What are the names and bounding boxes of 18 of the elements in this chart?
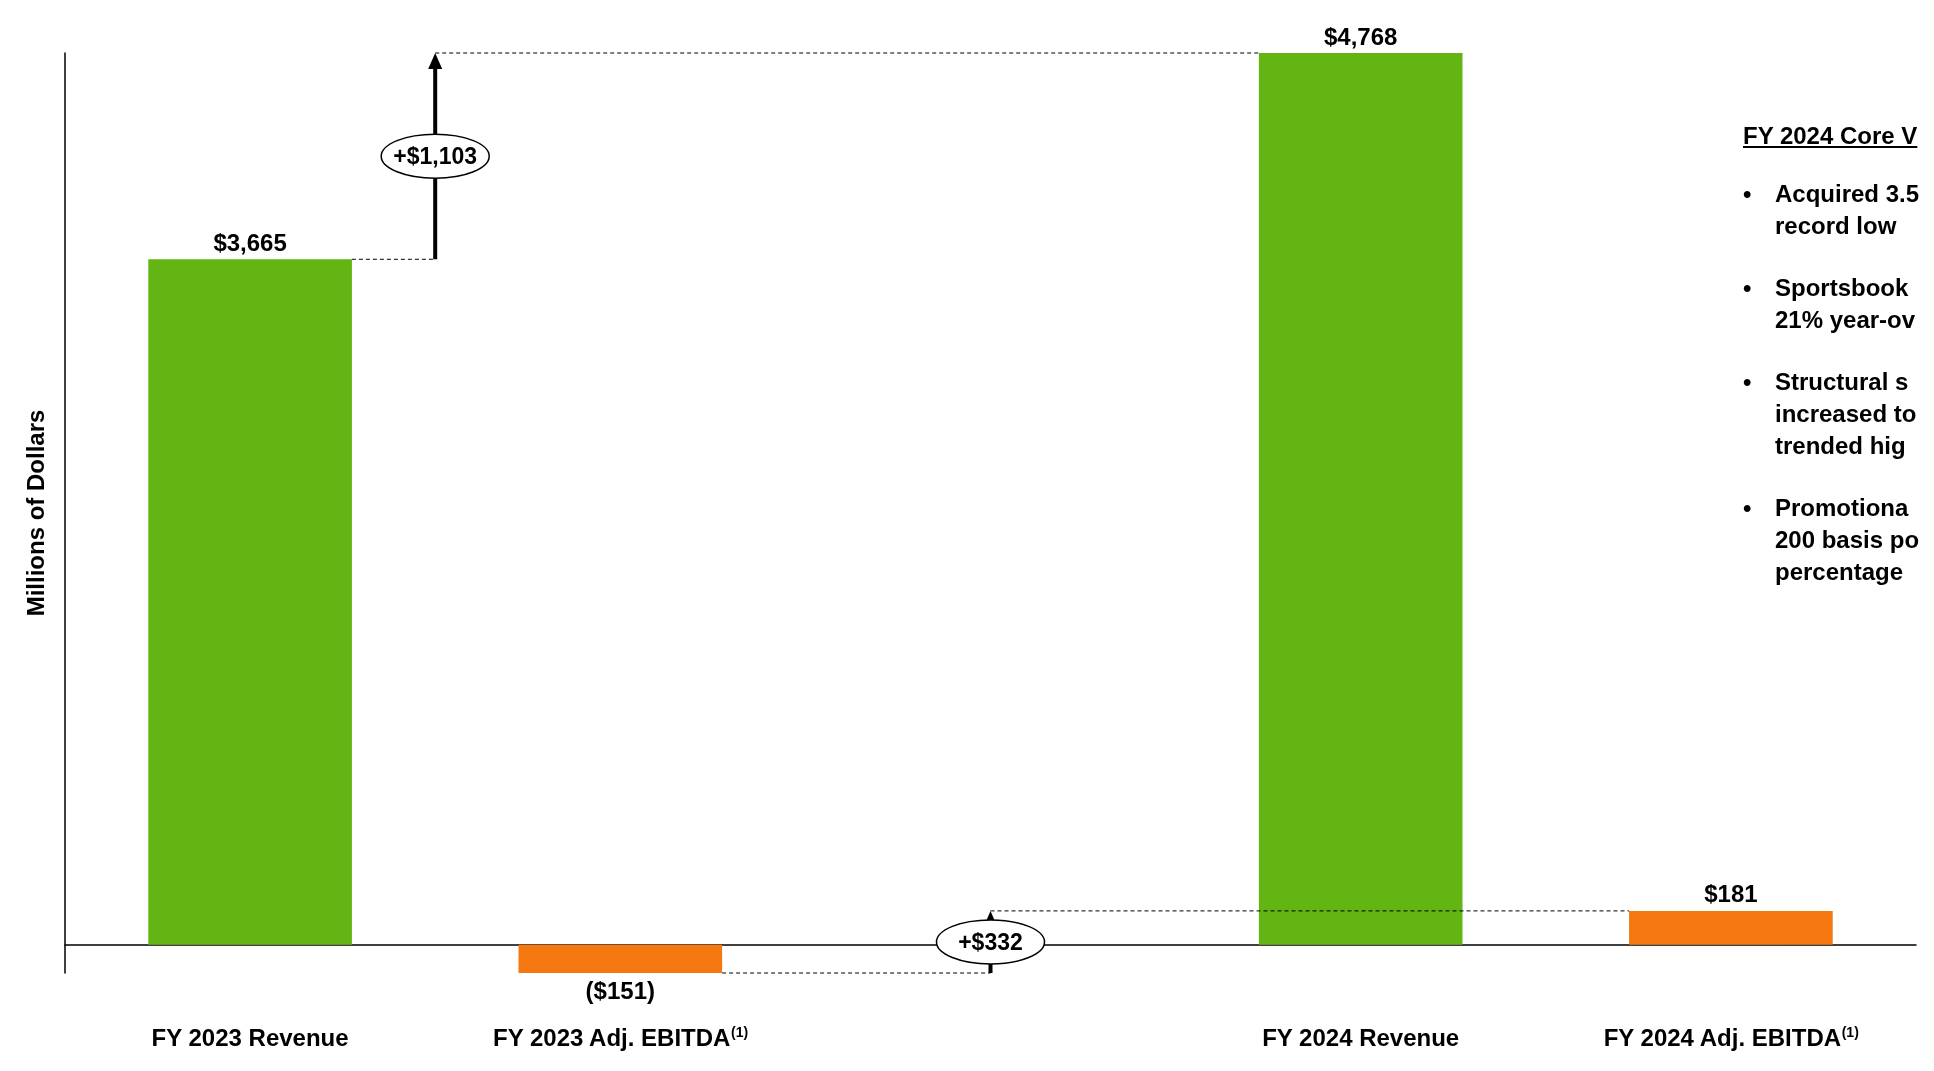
bar [1258, 53, 1463, 945]
annotation: +$332 [958, 928, 1023, 955]
bar [1629, 910, 1833, 945]
y-axis-title: Millions of Dollars [21, 409, 49, 617]
annotation: • Structural s increased to trended hig [1743, 367, 1917, 461]
bar [518, 944, 723, 973]
annotation: FY 2024 Core V [1743, 121, 1919, 151]
annotation: • Sportsbook 21% year-ov [1743, 273, 1916, 335]
annotation: +$1,103 [393, 143, 478, 170]
data-label: ($151) [585, 976, 655, 1004]
data-label: $181 [1704, 880, 1758, 908]
annotation: • Promotiona 200 basis po percentage [1743, 493, 1920, 587]
data-label: $4,768 [1324, 22, 1398, 50]
bar [148, 259, 352, 945]
annotation: • Acquired 3.5 record low [1743, 179, 1920, 241]
x-tick-label: FY 2024 Revenue [1262, 1023, 1460, 1051]
x-tick-label: FY 2023 Revenue [151, 1023, 349, 1051]
data-label: $3,665 [213, 228, 287, 256]
